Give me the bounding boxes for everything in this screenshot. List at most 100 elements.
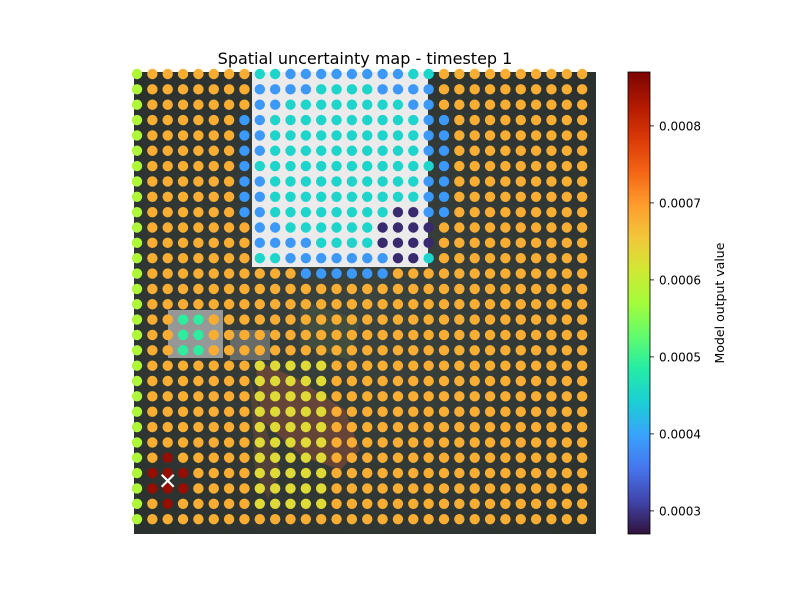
data-point <box>408 68 419 80</box>
data-point <box>269 145 281 156</box>
data-point <box>223 314 235 325</box>
data-point <box>223 160 235 172</box>
data-point <box>423 145 434 156</box>
data-point <box>131 498 143 509</box>
data-point <box>239 130 250 141</box>
data-point <box>576 452 588 463</box>
data-point <box>269 513 281 525</box>
data-point <box>484 253 496 264</box>
data-point <box>546 360 557 371</box>
data-point <box>546 314 557 325</box>
data-point <box>438 483 450 494</box>
data-point <box>530 222 542 233</box>
data-point <box>408 483 419 494</box>
data-point <box>546 406 557 417</box>
data-point <box>177 99 189 110</box>
data-point <box>392 452 404 463</box>
data-point <box>438 513 450 525</box>
data-point <box>408 237 419 249</box>
data-point <box>438 421 450 433</box>
data-point <box>500 345 511 356</box>
data-point <box>147 299 158 310</box>
data-point <box>285 467 296 479</box>
data-point <box>484 191 496 202</box>
data-point <box>346 160 358 172</box>
data-point <box>546 84 557 95</box>
data-point <box>300 299 312 310</box>
data-point <box>223 437 235 448</box>
data-point <box>576 222 588 233</box>
data-point <box>500 498 511 509</box>
data-point <box>193 237 204 249</box>
data-point <box>177 84 189 95</box>
data-point <box>484 99 496 110</box>
data-point <box>377 68 388 80</box>
data-point <box>162 99 173 110</box>
data-point <box>546 513 557 525</box>
data-point <box>576 84 588 95</box>
data-point <box>362 513 373 525</box>
data-point <box>423 68 434 80</box>
data-point <box>300 391 312 402</box>
data-point <box>576 237 588 249</box>
data-point <box>500 253 511 264</box>
data-point <box>377 145 388 156</box>
data-point <box>546 206 557 218</box>
data-point <box>208 237 219 249</box>
data-point <box>469 406 480 417</box>
data-point <box>377 360 388 371</box>
data-point <box>208 253 219 264</box>
data-point <box>469 314 480 325</box>
data-point <box>484 406 496 417</box>
data-point <box>193 299 204 310</box>
data-point <box>500 483 511 494</box>
data-point <box>530 314 542 325</box>
data-point <box>469 513 480 525</box>
data-point <box>469 437 480 448</box>
data-point <box>346 268 358 279</box>
data-point <box>546 253 557 264</box>
data-point <box>177 375 189 387</box>
data-point <box>515 253 526 264</box>
data-point <box>346 130 358 141</box>
data-point <box>515 68 526 80</box>
data-point <box>377 483 388 494</box>
data-point <box>346 114 358 126</box>
colorbar-tick-label: 0.0003 <box>659 504 701 518</box>
data-point <box>147 145 158 156</box>
data-point <box>147 314 158 325</box>
data-point <box>377 513 388 525</box>
data-point <box>484 329 496 341</box>
data-point <box>362 206 373 218</box>
data-point <box>316 437 327 448</box>
data-point <box>131 329 143 341</box>
data-point <box>438 406 450 417</box>
data-point <box>377 114 388 126</box>
data-point <box>300 498 312 509</box>
data-point <box>254 268 265 279</box>
data-point <box>546 467 557 479</box>
data-point <box>193 406 204 417</box>
data-point <box>162 130 173 141</box>
data-point <box>316 345 327 356</box>
data-point <box>239 314 250 325</box>
chart-title: Spatial uncertainty map - timestep 1 <box>218 49 513 68</box>
data-point <box>131 222 143 233</box>
data-point <box>131 513 143 525</box>
data-point <box>316 253 327 264</box>
data-point <box>362 268 373 279</box>
data-point <box>423 283 434 295</box>
data-point <box>362 114 373 126</box>
data-point <box>331 114 342 126</box>
data-point <box>546 176 557 187</box>
data-point <box>469 160 480 172</box>
data-point <box>331 130 342 141</box>
data-point <box>162 68 173 80</box>
data-point <box>408 437 419 448</box>
data-point <box>193 99 204 110</box>
data-point <box>239 68 250 80</box>
data-point <box>177 513 189 525</box>
data-point <box>438 99 450 110</box>
data-point <box>346 329 358 341</box>
data-point <box>177 391 189 402</box>
